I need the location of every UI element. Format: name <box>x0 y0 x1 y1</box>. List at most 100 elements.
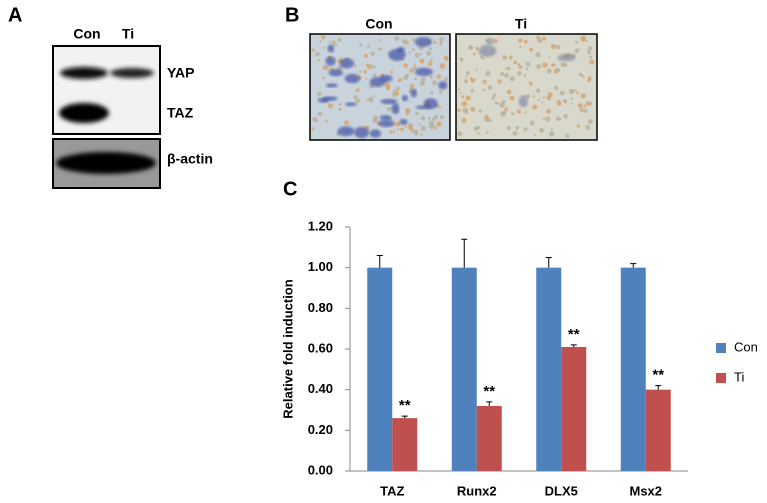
cell <box>508 55 513 60</box>
cell <box>523 127 528 132</box>
cell <box>462 107 469 114</box>
cell <box>426 50 432 56</box>
cell <box>372 117 378 124</box>
stain <box>339 58 355 69</box>
cell <box>502 55 507 60</box>
cell <box>365 63 370 68</box>
y-tick-label: 0.80 <box>308 300 333 315</box>
cell <box>555 67 561 73</box>
error-bar <box>401 415 408 419</box>
cell <box>378 48 381 51</box>
cell <box>461 101 468 107</box>
cell <box>506 66 511 71</box>
cell <box>316 91 322 97</box>
cell <box>420 125 426 132</box>
cell <box>457 88 461 91</box>
cell <box>431 80 438 86</box>
stain <box>369 76 386 87</box>
cell <box>459 57 464 62</box>
cell <box>457 131 463 137</box>
significance: ** <box>568 326 580 343</box>
cell <box>404 73 409 78</box>
cell <box>396 86 400 91</box>
cell <box>409 68 414 73</box>
cell <box>529 47 534 52</box>
cell <box>420 115 426 121</box>
cell <box>317 111 323 117</box>
stain <box>399 118 408 126</box>
cell <box>419 81 425 87</box>
legend-swatch <box>716 343 726 353</box>
stain <box>354 126 370 139</box>
cell <box>545 116 551 122</box>
stain <box>380 98 398 105</box>
cell <box>439 37 444 42</box>
cell <box>576 124 580 128</box>
cell <box>494 102 498 105</box>
cell <box>338 103 342 106</box>
error-bar <box>630 263 637 268</box>
cell <box>506 89 512 95</box>
cell <box>554 85 559 91</box>
cell <box>509 76 515 82</box>
cell <box>492 93 497 97</box>
cell <box>536 35 540 39</box>
cell <box>476 125 481 130</box>
cell <box>438 105 442 109</box>
stain <box>423 98 438 109</box>
cell <box>523 74 526 77</box>
stain <box>486 37 494 46</box>
cell <box>541 101 544 104</box>
cell <box>331 40 336 45</box>
frame <box>309 33 451 141</box>
cell <box>470 106 476 112</box>
cell <box>548 56 551 59</box>
cell <box>560 62 566 68</box>
cell <box>327 103 334 109</box>
cell <box>370 51 376 56</box>
y-tick-label: 0.20 <box>308 422 333 437</box>
cell <box>532 104 538 110</box>
cell <box>557 101 562 106</box>
cell <box>496 102 500 105</box>
cell <box>419 58 425 64</box>
cell <box>576 91 579 95</box>
error-bar <box>461 238 468 268</box>
error-bar <box>655 385 662 390</box>
cell <box>429 47 433 51</box>
cell <box>363 53 369 58</box>
significance: ** <box>399 397 411 414</box>
cell <box>477 132 480 135</box>
cell <box>461 117 467 124</box>
cell <box>353 94 358 100</box>
cell <box>500 111 506 117</box>
cell <box>412 65 417 70</box>
stain <box>327 44 335 53</box>
cell <box>578 72 583 77</box>
cell <box>580 93 586 99</box>
cell <box>587 118 593 125</box>
cell <box>484 114 489 120</box>
cell <box>418 123 421 126</box>
cell <box>459 91 462 94</box>
cell <box>524 111 527 114</box>
cell <box>491 96 495 100</box>
cell <box>525 94 531 99</box>
cell <box>583 108 588 113</box>
cell <box>504 67 507 70</box>
cell <box>516 70 522 76</box>
error-bar <box>486 401 493 406</box>
cell <box>473 78 476 81</box>
cell <box>517 63 521 66</box>
stain <box>401 94 408 102</box>
micrograph <box>456 34 597 140</box>
cell <box>504 73 509 78</box>
cell <box>365 77 368 80</box>
cell <box>372 73 377 78</box>
cell <box>404 125 408 129</box>
cell <box>534 133 537 137</box>
cell <box>457 108 461 112</box>
cell <box>568 88 575 95</box>
cell <box>478 109 482 113</box>
